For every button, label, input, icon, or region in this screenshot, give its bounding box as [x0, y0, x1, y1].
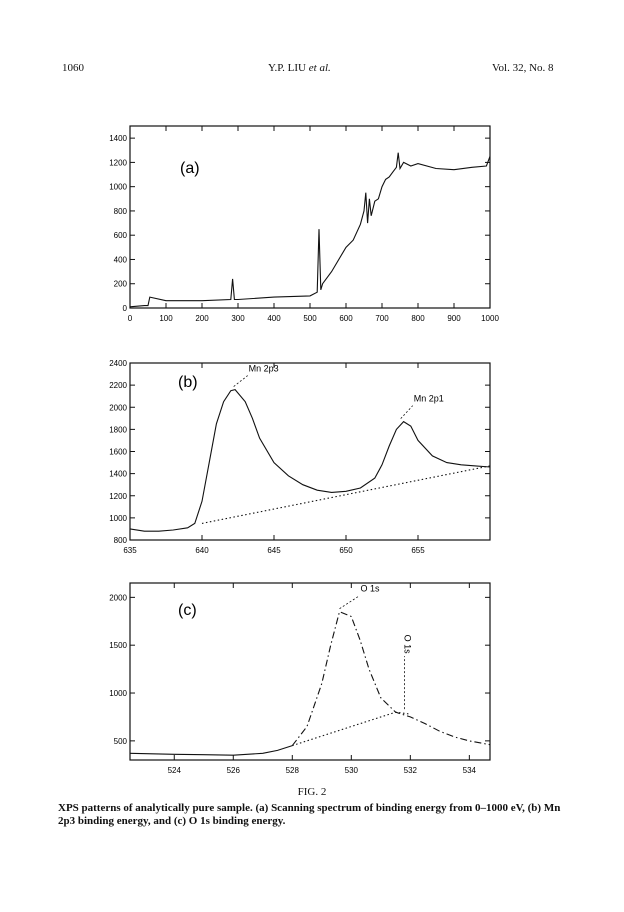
- annotation-leader: [400, 405, 414, 419]
- x-tick-label: 900: [447, 314, 461, 323]
- chart-b: 635 640 645 650 655 800 1000 1200 1400 1600 1800 20…: [109, 359, 491, 555]
- x-tick-label: 526: [227, 766, 241, 775]
- y-tick-label: 1200: [109, 158, 127, 167]
- y-tick-label: 800: [114, 536, 128, 545]
- y-tick-label: 1800: [109, 425, 127, 434]
- series-line-dotted: [201, 465, 491, 524]
- chart-c: 524 526 528 530 532 534 500 1000 1500 2000 (c) O 1s…: [109, 582, 491, 775]
- y-tick-label: 1000: [109, 689, 127, 698]
- running-head-authors: Y.P. LIU et al.: [268, 62, 331, 74]
- y-tick-label: 600: [114, 231, 128, 240]
- x-tick-label: 640: [195, 546, 209, 555]
- page-number: 1060: [62, 62, 84, 74]
- x-tick-label: 534: [463, 766, 477, 775]
- authors-text: Y.P. LIU: [268, 62, 307, 74]
- x-tick-label: 200: [195, 314, 209, 323]
- series-line-solid: [129, 152, 491, 308]
- x-tick-label: 645: [267, 546, 281, 555]
- annotation-label: Mn 2p3: [249, 364, 279, 374]
- y-tick-label: 1600: [109, 448, 127, 457]
- x-tick-label: 400: [267, 314, 281, 323]
- x-tick-label: 600: [339, 314, 353, 323]
- x-tick-label: 800: [411, 314, 425, 323]
- annotation-label: Mn 2p1: [414, 394, 444, 404]
- y-tick-label: 400: [114, 255, 128, 264]
- y-tick-label: 2000: [109, 593, 127, 602]
- y-tick-label: 800: [114, 207, 128, 216]
- x-tick-label: 635: [123, 546, 137, 555]
- y-tick-label: 0: [123, 304, 128, 313]
- annotation-leader: [339, 595, 360, 610]
- x-tick-label: 300: [231, 314, 245, 323]
- panel-label: (a): [180, 160, 200, 177]
- series-line-dashdot: [291, 610, 491, 746]
- x-tick-label: 528: [286, 766, 300, 775]
- y-tick-label: 2000: [109, 403, 127, 412]
- y-tick-label: 2200: [109, 381, 127, 390]
- series-line-solid: [129, 745, 293, 756]
- y-tick-label: 1000: [109, 514, 127, 523]
- y-tick-label: 200: [114, 280, 128, 289]
- figure-title: FIG. 2: [297, 786, 327, 798]
- y-tick-label: 1200: [109, 492, 127, 501]
- x-tick-label: 500: [303, 314, 317, 323]
- y-tick-label: 500: [114, 737, 128, 746]
- panel-label: (b): [178, 374, 198, 391]
- panel-label: (c): [178, 602, 197, 619]
- authors-suffix: et al.: [308, 62, 331, 74]
- x-tick-label: 532: [404, 766, 418, 775]
- plot-frame: [129, 125, 491, 309]
- x-tick-label: 530: [345, 766, 359, 775]
- figure-caption: XPS patterns of analytically pure sample…: [58, 802, 561, 827]
- series-line-solid: [129, 388, 491, 532]
- series-line-dotted: [292, 711, 411, 747]
- annotation-leader: [233, 375, 248, 387]
- y-tick-label: 2400: [109, 359, 127, 368]
- y-tick-label: 1000: [109, 183, 127, 192]
- x-tick-label: 700: [375, 314, 389, 323]
- x-tick-label: 0: [128, 314, 133, 323]
- y-tick-label: 1400: [109, 134, 127, 143]
- annotation-label: O 1s: [361, 584, 381, 594]
- x-tick-label: 100: [159, 314, 173, 323]
- x-tick-label: 524: [168, 766, 182, 775]
- volume-info: Vol. 32, No. 8: [492, 62, 554, 74]
- y-tick-label: 1400: [109, 470, 127, 479]
- chart-a: 0 100 200 300 400 500 600 700 800 900 1000 0 200 400 6…: [109, 125, 499, 323]
- annotation-label: O 1s: [402, 635, 412, 655]
- x-tick-label: 655: [411, 546, 425, 555]
- x-tick-label: 650: [339, 546, 353, 555]
- plot-frame: [129, 582, 491, 761]
- x-tick-label: 1000: [481, 314, 499, 323]
- y-tick-label: 1500: [109, 641, 127, 650]
